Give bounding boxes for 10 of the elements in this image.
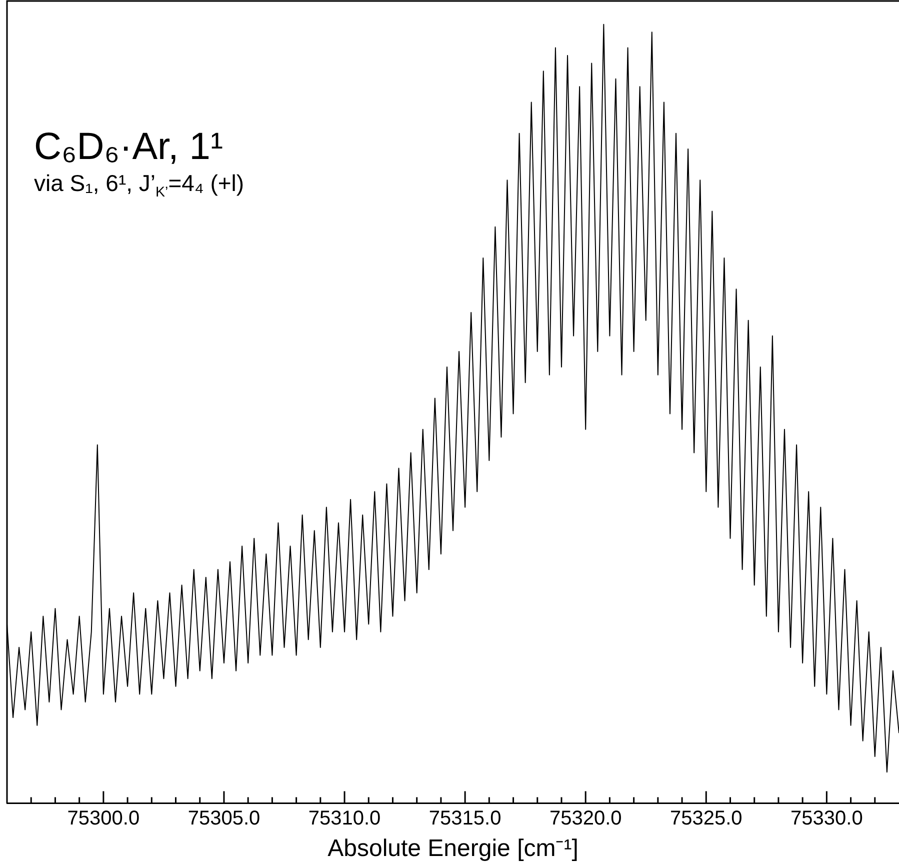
- text: via S₁, 6¹, J’$_{K’}$=4₄ (+l): [34, 170, 244, 201]
- x-tick-label: 75330.0: [790, 808, 863, 830]
- text: C₆D₆·Ar, 1¹: [34, 126, 223, 168]
- x-axis-title: Absolute Energie [cm⁻¹]: [328, 835, 578, 862]
- x-tick-label: 75310.0: [308, 808, 381, 830]
- x-tick-label: 75315.0: [428, 808, 502, 830]
- x-tick-label: 75300.0: [67, 808, 140, 830]
- x-tick-label: 75320.0: [549, 808, 622, 830]
- x-tick-label: 75325.0: [670, 808, 742, 830]
- x-tick-label: 75305.0: [188, 808, 260, 830]
